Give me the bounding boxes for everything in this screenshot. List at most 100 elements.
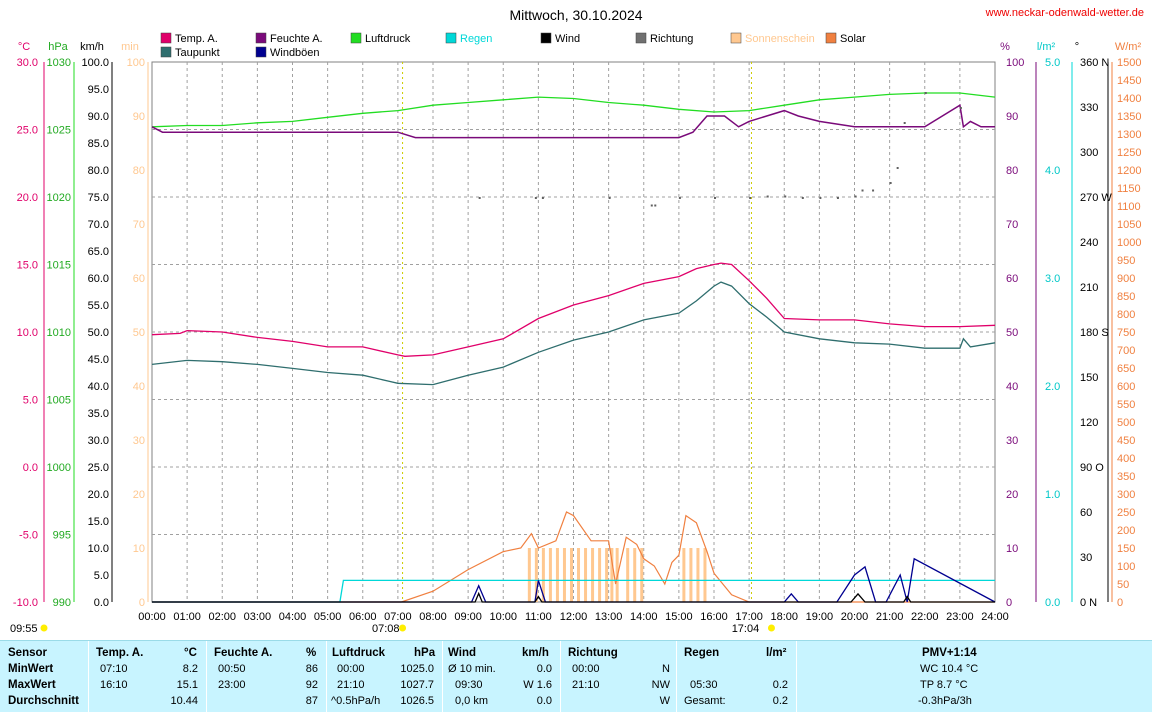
tick-wind: 75.0 [88,192,109,204]
header-direction: Richtung [568,647,618,659]
tick-solar: 800 [1117,309,1135,321]
tick-direction: 300 [1080,147,1098,159]
direction-point [784,195,787,198]
tick-wind: 85.0 [88,138,109,150]
tick-temp: 0.0 [23,462,38,474]
tick-temp: 20.0 [17,192,38,204]
row-max-label: MaxWert [8,679,56,691]
tick-wind: 50.0 [88,327,109,339]
sunshine-bar [633,548,637,602]
row-avg-label: Durchschnitt [8,695,79,707]
tick-x: 07:00 [384,611,412,623]
tick-wind: 25.0 [88,462,109,474]
direction-point [654,204,657,207]
legend-swatch [350,32,362,44]
legend-label: Taupunkt [175,47,220,59]
min-hum-value: 86 [305,663,318,675]
legend-swatch [540,32,552,44]
avg-rain-value: 0.2 [772,695,788,707]
tick-solar: 100 [1117,561,1135,573]
direction-point [650,204,653,207]
tick-solar: 1000 [1117,237,1141,249]
sunshine-bar [534,548,538,602]
tick-x: 06:00 [349,611,377,623]
direction-point [541,197,544,199]
tick-sun: 40 [133,381,145,393]
direction-point [924,92,927,94]
tick-x: 22:00 [911,611,939,623]
tick-humidity: 0 [1006,597,1012,609]
direction-point [608,197,611,199]
direction-point [749,197,752,199]
tick-humidity: 40 [1006,381,1018,393]
max-wind-time: 09:30 [455,679,483,691]
tick-pressure: 1025 [47,125,71,137]
sunshine-bar [626,548,630,602]
header-pressure: Luftdruck [332,647,386,659]
direction-point [896,167,899,169]
unit-humidity: % [1000,41,1010,53]
min-temp-value: 8.2 [182,663,198,675]
tick-solar: 300 [1117,489,1135,501]
max-extra: TP 8.7 °C [920,679,968,691]
tick-pressure: 1030 [47,57,71,69]
tick-temp: 5.0 [23,395,38,407]
tick-solar: 1100 [1117,201,1141,213]
header-rain: Regen [684,647,720,659]
legend-swatch [635,32,647,44]
sunshine-bar [696,548,700,602]
tick-sun: 100 [127,57,145,69]
legend-swatch [160,46,172,58]
tick-sun: 80 [133,165,145,177]
tick-wind: 80.0 [88,165,109,177]
tick-rain: 1.0 [1045,489,1060,501]
weather-chart: Mittwoch, 30.10.2024 www.neckar-odenwald-… [10,7,1144,635]
header-wind: Wind [448,647,476,659]
tick-sun: 20 [133,489,145,501]
tick-x: 10:00 [489,611,517,623]
max-temp-value: 15.1 [176,679,198,691]
max-temp-time: 16:10 [100,679,128,691]
sunset-time: 17:04 [732,623,760,635]
moon-icon [40,624,48,632]
tick-rain: 2.0 [1045,381,1060,393]
chart-title: Mittwoch, 30.10.2024 [509,7,642,23]
tick-solar: 950 [1117,255,1135,267]
max-dir-time: 21:10 [572,679,600,691]
tick-rain: 3.0 [1045,273,1060,285]
series-solar [152,511,995,603]
tick-x: 17:00 [735,611,763,623]
sunshine-bar [584,548,588,602]
tick-direction: 330 [1080,102,1098,114]
sunshine-bar [569,548,573,602]
min-wind-value: 0.0 [536,663,552,675]
sunshine-bar [682,548,686,602]
tick-wind: 30.0 [88,435,109,447]
sunshine-bar [555,548,559,602]
tick-x: 19:00 [806,611,834,623]
tick-x: 23:00 [946,611,974,623]
max-dir-value: NW [651,679,670,691]
tick-x: 09:00 [454,611,482,623]
tick-solar: 0 [1117,597,1123,609]
tick-temp: -10.0 [13,597,38,609]
avg-temp-value: 10.44 [170,695,198,707]
tick-x: 02:00 [208,611,236,623]
legend-swatch [255,32,267,44]
tick-solar: 1500 [1117,57,1141,69]
min-wind-time: Ø 10 min. [448,663,496,675]
sunshine-bar [703,548,707,602]
tick-temp: 30.0 [17,57,38,69]
avg-wind-distance: 0,0 km [455,695,489,707]
direction-point [836,197,839,199]
direction-point [766,195,769,198]
unit-rain: l/m² [1037,41,1056,53]
unit-temp: °C [18,41,30,53]
row-min-label: MinWert [8,663,54,675]
tick-humidity: 80 [1006,165,1018,177]
tick-x: 14:00 [630,611,658,623]
series-wind [152,591,995,603]
tick-sun: 70 [133,219,145,231]
sun-icon [399,624,407,632]
direction-point [959,107,962,109]
